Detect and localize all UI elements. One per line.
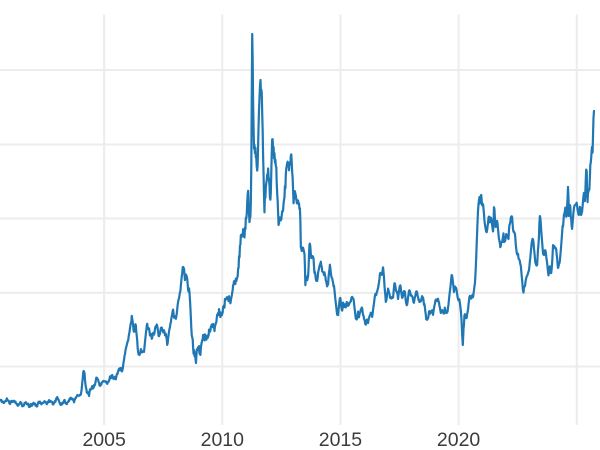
x-tick-label-2015: 2015: [319, 429, 363, 450]
x-tick-label-2005: 2005: [82, 429, 126, 450]
price-line-series: [0, 32, 596, 409]
x-tick-label-2010: 2010: [201, 429, 245, 450]
vertical-gridlines: [103, 14, 578, 425]
x-tick-label-2020: 2020: [437, 429, 481, 450]
horizontal-gridlines: [0, 69, 600, 368]
x-axis-tick-labels: 2005 2010 2015 2020: [82, 429, 480, 450]
